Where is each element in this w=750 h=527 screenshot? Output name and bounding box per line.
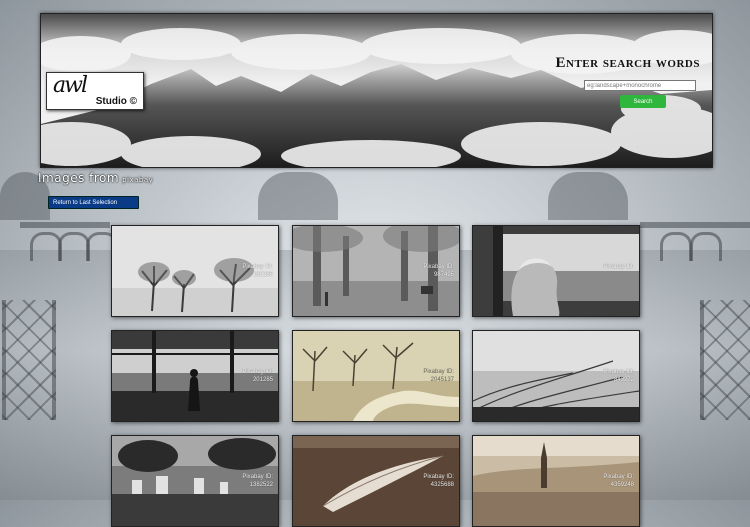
sepia-creek-image: [293, 331, 459, 421]
background-truss: [700, 300, 750, 420]
grass-closeup-image: [473, 331, 639, 421]
thumbnail-caption: Pixabay ID: 2045137: [423, 368, 454, 384]
thumbnail-card[interactable]: Pixabay ID: 2045137: [292, 330, 460, 422]
background-bridge: [20, 222, 110, 256]
pixabay-id-label: Pixabay ID:: [603, 369, 634, 375]
images-from-text: Images from: [38, 171, 120, 185]
logo-script-text: awl: [53, 73, 88, 98]
thumbnail-caption: Pixabay ID:: [603, 263, 634, 271]
feather-image: [293, 436, 459, 526]
thumbnail-caption: Pixabay ID: 4325688: [423, 473, 454, 489]
woman-at-window-image: [112, 331, 278, 421]
pixabay-id-label: Pixabay ID:: [423, 369, 454, 375]
background-castle: [548, 172, 628, 220]
pixabay-id-value: 4359248: [610, 482, 634, 488]
pixabay-id-value: 2045137: [430, 377, 454, 383]
thumbnail-card[interactable]: Pixabay ID: 843272: [472, 330, 640, 422]
background-castle: [258, 172, 338, 220]
search-button[interactable]: Search: [620, 95, 666, 108]
thumbnail-caption: Pixabay ID: 182285: [242, 263, 273, 279]
pixabay-id-value: 987495: [433, 272, 454, 278]
thumbnail-caption: Pixabay ID: 1382522: [242, 473, 273, 489]
thumbnail-card[interactable]: Pixabay ID: 4325688: [292, 435, 460, 527]
background-bridge: [640, 222, 750, 256]
background-truss: [2, 300, 56, 420]
pixabay-id-value: 201285: [252, 377, 273, 383]
foggy-trees-image: [112, 226, 278, 316]
thumbnail-card[interactable]: Pixabay ID:: [472, 225, 640, 317]
thumbnail-caption: Pixabay ID: 987495: [423, 263, 454, 279]
pixabay-source-text: pixabay: [122, 176, 154, 184]
search-input[interactable]: [584, 80, 696, 91]
pixabay-id-label: Pixabay ID:: [242, 264, 273, 270]
thumbnail-card[interactable]: Pixabay ID: 987495: [292, 225, 460, 317]
pixabay-id-label: Pixabay ID:: [242, 369, 273, 375]
search-title: Enter search words: [555, 55, 700, 71]
girl-at-window-image: [473, 226, 639, 316]
thumbnail-card[interactable]: Pixabay ID: 1382522: [111, 435, 279, 527]
thumbnail-caption: Pixabay ID: 843272: [603, 368, 634, 384]
background-castle: [0, 172, 50, 220]
background-arch: [690, 232, 722, 261]
thumbnail-caption: Pixabay ID: 201285: [242, 368, 273, 384]
studio-logo[interactable]: awl Studio ©: [46, 72, 144, 110]
mountain-panorama-image: [41, 14, 712, 167]
thumbnail-card[interactable]: Pixabay ID: 4359248: [472, 435, 640, 527]
thumbnail-card[interactable]: Pixabay ID: 182285: [111, 225, 279, 317]
background-arch: [660, 232, 692, 261]
pixabay-id-value: 4325688: [430, 482, 454, 488]
pixabay-id-label: Pixabay ID:: [423, 474, 454, 480]
images-from-heading: Images from pixabay: [38, 171, 153, 185]
pixabay-id-value: 843272: [613, 377, 634, 383]
pixabay-id-label: Pixabay ID:: [603, 264, 634, 270]
thumbnail-card[interactable]: Pixabay ID: 201285: [111, 330, 279, 422]
logo-studio-text: Studio ©: [95, 96, 137, 107]
pixabay-id-label: Pixabay ID:: [423, 264, 454, 270]
pixabay-id-label: Pixabay ID:: [603, 474, 634, 480]
header-banner: awl Studio © Enter search words Search: [40, 13, 713, 168]
pixabay-id-label: Pixabay ID:: [242, 474, 273, 480]
pixabay-id-value: 1382522: [249, 482, 273, 488]
pixabay-id-value: 182285: [252, 272, 273, 278]
thumbnail-caption: Pixabay ID: 4359248: [603, 473, 634, 489]
autumn-alley-image: [293, 226, 459, 316]
return-to-last-selection-button[interactable]: Return to Last Selection: [48, 196, 139, 209]
